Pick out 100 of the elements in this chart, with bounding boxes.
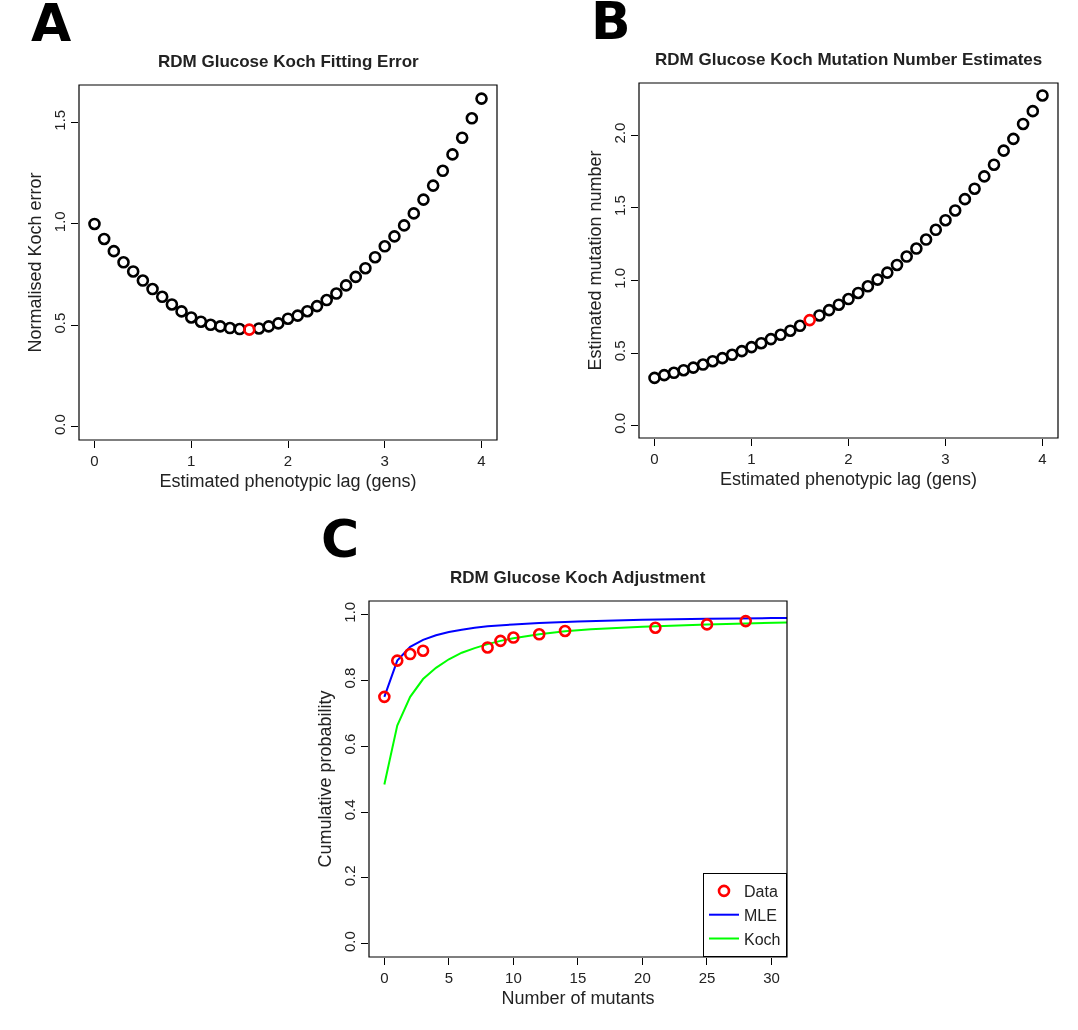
point xyxy=(1007,132,1020,146)
point xyxy=(194,315,208,329)
point xyxy=(1036,89,1049,102)
point xyxy=(146,282,159,296)
point xyxy=(88,217,101,231)
x-tick-label: 0 xyxy=(380,969,389,987)
point xyxy=(910,242,923,255)
x-tick-label: 0 xyxy=(90,452,99,470)
y-axis-title: Cumulative probability xyxy=(315,690,336,868)
x-tick-label: 15 xyxy=(569,969,587,987)
point xyxy=(842,292,855,306)
x-tick-label: 1 xyxy=(747,450,756,468)
point xyxy=(390,654,404,667)
point xyxy=(764,332,778,346)
y-axis-title: Estimated mutation number xyxy=(585,150,606,371)
point xyxy=(900,250,913,263)
x-tick-label: 3 xyxy=(380,452,389,470)
point xyxy=(754,336,768,350)
point xyxy=(107,244,121,258)
chart-title: RDM Glucose Koch Fitting Error xyxy=(158,52,420,71)
x-axis-title: Estimated phenotypic lag (gens) xyxy=(159,471,417,492)
point xyxy=(793,319,807,333)
x-axis-title: Number of mutants xyxy=(501,988,655,1009)
point xyxy=(739,614,752,628)
y-tick-label: 0.0 xyxy=(340,931,358,953)
point xyxy=(155,290,169,304)
point xyxy=(126,265,140,278)
point xyxy=(832,298,846,312)
point xyxy=(136,274,150,287)
point xyxy=(871,273,884,286)
x-tick-label: 20 xyxy=(634,969,651,987)
point xyxy=(558,624,572,638)
point xyxy=(649,621,662,634)
point xyxy=(291,309,304,322)
x-tick-label: 3 xyxy=(941,450,950,468)
point xyxy=(657,368,671,382)
point xyxy=(929,223,943,237)
point xyxy=(475,92,488,105)
x-tick-label: 2 xyxy=(283,452,293,470)
point xyxy=(735,344,749,358)
point xyxy=(436,164,450,178)
y-tick-label: 0.8 xyxy=(340,667,358,689)
y-tick-label: 1.0 xyxy=(610,267,628,289)
point xyxy=(243,323,256,336)
x-tick-label: 10 xyxy=(505,969,522,987)
point xyxy=(948,204,962,217)
point xyxy=(416,644,430,658)
x-tick-label: 1 xyxy=(187,452,196,470)
point xyxy=(117,256,130,269)
x-tick-label: 0 xyxy=(650,450,659,468)
point xyxy=(97,232,111,246)
y-axis-title: Normalised Koch error xyxy=(25,172,46,353)
point xyxy=(330,287,343,300)
y-tick-label: 1.5 xyxy=(610,195,628,217)
point xyxy=(958,192,972,206)
x-tick-label: 4 xyxy=(1038,450,1047,468)
point xyxy=(784,324,797,337)
legend-label: Koch xyxy=(744,930,781,948)
point xyxy=(687,361,700,374)
text: A xyxy=(31,0,72,53)
point xyxy=(272,317,285,330)
point xyxy=(465,111,479,125)
point xyxy=(725,348,739,362)
point xyxy=(716,351,729,365)
point xyxy=(851,286,865,300)
x-tick-label: 30 xyxy=(763,969,780,987)
point xyxy=(175,305,188,318)
point xyxy=(700,618,714,631)
point xyxy=(368,250,382,264)
point xyxy=(417,193,430,206)
y-tick-label: 0.2 xyxy=(340,865,358,887)
point xyxy=(223,321,237,335)
point xyxy=(349,270,363,284)
point xyxy=(184,311,198,324)
point xyxy=(426,179,440,192)
y-tick-label: 1.5 xyxy=(50,109,68,131)
point xyxy=(919,233,933,246)
point xyxy=(997,144,1010,157)
point xyxy=(890,258,904,272)
point xyxy=(310,299,324,313)
point xyxy=(301,304,314,318)
y-tick-label: 0.0 xyxy=(610,412,628,434)
chart-title: RDM Glucose Koch Mutation Number Estimates xyxy=(655,50,1043,69)
text: B xyxy=(591,0,631,51)
point xyxy=(339,279,353,292)
point xyxy=(455,131,469,145)
point xyxy=(213,320,227,333)
point xyxy=(881,266,894,279)
y-tick-label: 2.0 xyxy=(610,122,628,144)
legend-label: Data xyxy=(744,883,778,901)
point xyxy=(494,634,507,648)
point xyxy=(1026,104,1040,118)
point xyxy=(822,303,836,317)
point xyxy=(407,207,421,220)
point xyxy=(262,320,275,333)
point xyxy=(378,239,392,253)
point xyxy=(861,279,875,293)
point xyxy=(677,363,690,377)
point xyxy=(481,641,494,654)
point xyxy=(446,148,459,161)
